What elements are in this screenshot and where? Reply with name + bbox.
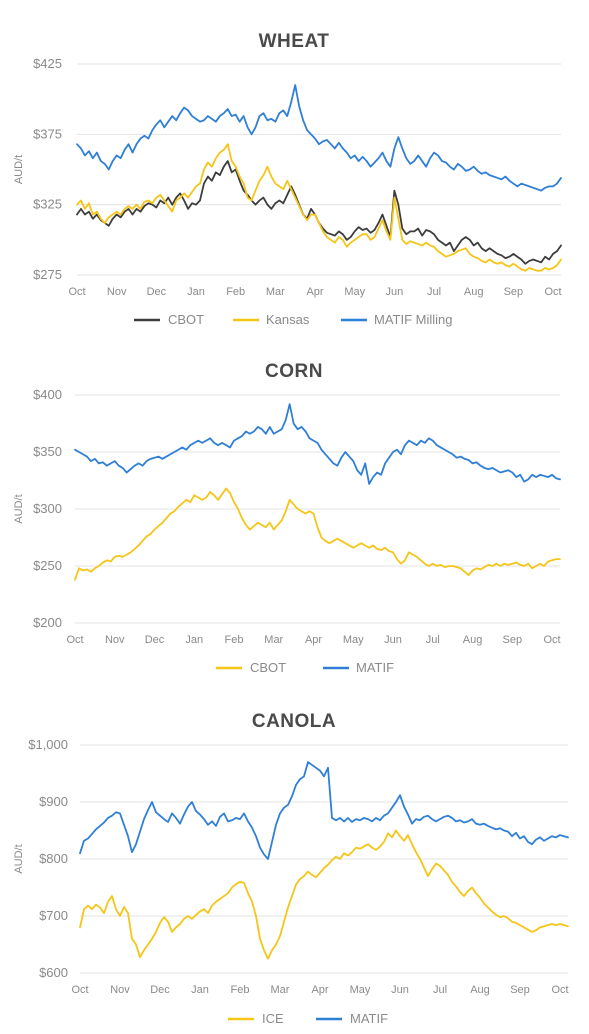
x-tick-label: Oct [68,286,85,298]
y-tick-label: $900 [39,794,68,809]
x-tick-label: Mar [264,634,283,646]
series-line-kansas [76,143,562,272]
x-tick-label: Jul [433,984,447,996]
x-tick-label: Apr [311,984,328,996]
y-tick-label: $275 [33,267,62,282]
x-tick-label: Feb [231,984,250,996]
y-tick-label: $300 [33,501,62,516]
y-tick-label: $1,000 [28,737,68,752]
x-tick-label: Nov [107,286,127,298]
x-tick-label: Jun [386,286,404,298]
legend-label: CBOT [168,312,204,327]
legend-label: Kansas [266,312,310,327]
series-line-matif [74,403,561,485]
x-tick-label: May [344,286,365,298]
y-axis-label: AUD/t [13,494,25,523]
x-tick-label: Dec [147,286,167,298]
y-tick-label: $700 [39,908,68,923]
x-tick-label: Nov [110,984,130,996]
wheat-chart: WHEAT $275 $325 $375 $425 AUD/t Oct Nov Dec Jan Fe… [13,31,562,327]
y-tick-label: $600 [39,965,68,980]
x-tick-label: Oct [551,984,568,996]
x-tick-label: Oct [543,634,560,646]
y-tick-label: $425 [33,56,62,71]
x-tick-label: Aug [464,286,484,298]
series-line-cbot [74,487,561,581]
y-tick-label: $250 [33,558,62,573]
x-tick-label: Jul [427,286,441,298]
x-tick-label: Jan [185,634,203,646]
x-tick-label: Jan [191,984,209,996]
corn-chart-panel: CORN $200 $250 $300 $350 $400 AUD/t Oct Nov Dec Ja… [0,345,589,690]
x-tick-label: Dec [145,634,165,646]
x-tick-label: Jun [384,634,402,646]
series-line-matif [79,761,569,860]
x-tick-label: Mar [271,984,290,996]
legend-label: MATIF Milling [374,312,452,327]
corn-chart: CORN $200 $250 $300 $350 $400 AUD/t Oct Nov Dec Ja… [13,361,561,675]
series-line-ice [79,829,569,960]
canola-chart: CANOLA $600 $700 $800 $900 $1,000 AUD/t Oct Nov D… [13,711,569,1026]
x-tick-label: Jan [187,286,205,298]
y-axis-label: AUD/t [13,844,25,873]
legend-label: MATIF [350,1011,388,1026]
chart-title: WHEAT [259,31,330,52]
x-tick-label: May [350,984,371,996]
y-tick-label: $400 [33,387,62,402]
x-tick-label: Aug [463,634,483,646]
series-line-cbot [76,160,562,265]
series-line-matif-milling [76,84,562,192]
x-tick-label: Jun [391,984,409,996]
legend-label: ICE [262,1011,284,1026]
y-tick-label: $350 [33,444,62,459]
chart-title: CANOLA [252,711,336,732]
x-tick-label: Aug [470,984,490,996]
x-tick-label: Nov [105,634,125,646]
x-tick-label: May [343,634,364,646]
x-tick-label: Jul [426,634,440,646]
x-tick-label: Oct [66,634,83,646]
x-tick-label: Feb [225,634,244,646]
x-tick-label: Apr [306,286,323,298]
x-tick-label: Sep [504,286,524,298]
x-tick-label: Sep [510,984,530,996]
legend-label: MATIF [356,660,394,675]
y-tick-label: $200 [33,615,62,630]
y-tick-label: $325 [33,197,62,212]
x-tick-label: Apr [305,634,322,646]
y-axis-label: AUD/t [13,155,25,184]
canola-chart-panel: CANOLA $600 $700 $800 $900 $1,000 AUD/t Oct Nov D… [0,690,589,1034]
y-tick-label: $375 [33,126,62,141]
legend-label: CBOT [250,660,286,675]
chart-title: CORN [265,361,323,382]
x-tick-label: Sep [503,634,523,646]
x-tick-label: Dec [150,984,170,996]
y-tick-label: $800 [39,851,68,866]
wheat-chart-panel: WHEAT $275 $325 $375 $425 AUD/t Oct Nov Dec Jan Fe… [0,0,589,345]
x-tick-label: Oct [71,984,88,996]
x-tick-label: Mar [266,286,285,298]
x-tick-label: Oct [545,286,562,298]
x-tick-label: Feb [226,286,245,298]
